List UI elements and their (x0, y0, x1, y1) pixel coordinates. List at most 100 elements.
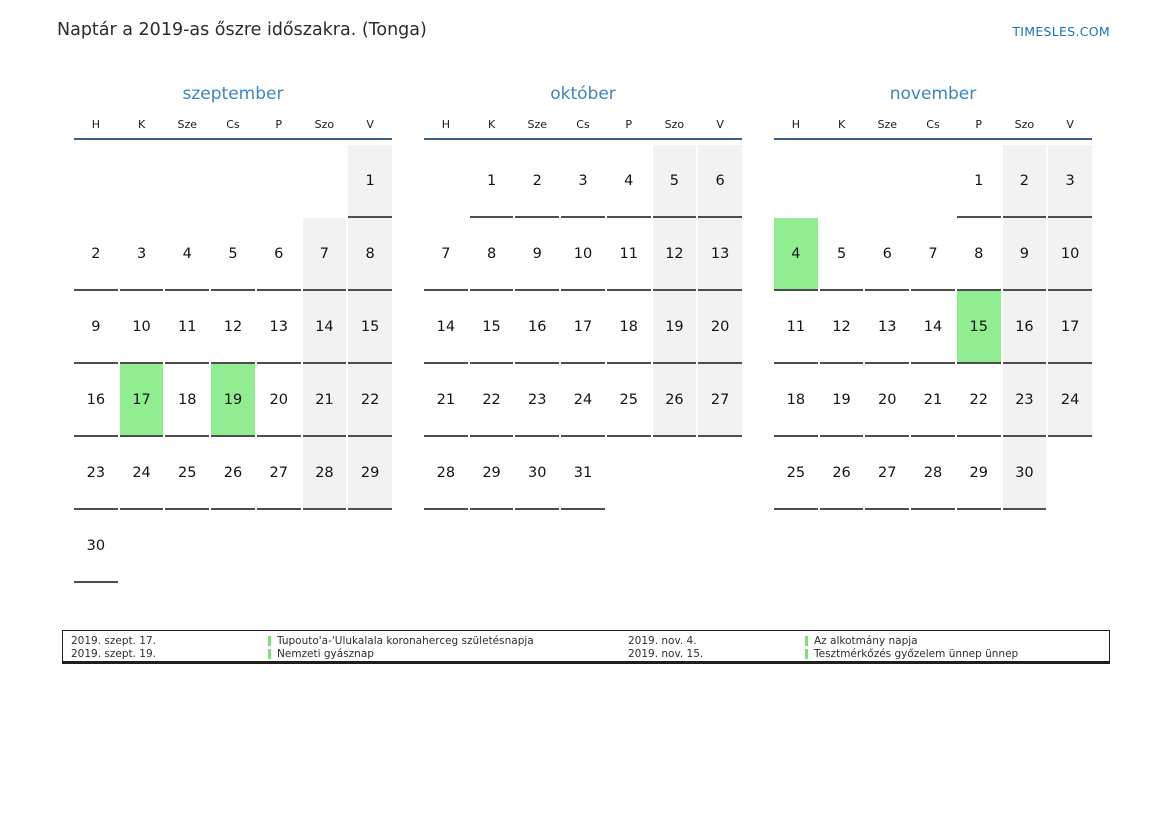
day-cell: 24 (1048, 364, 1092, 437)
day-cell: 2 (1002, 145, 1047, 218)
day-cell: 19 (652, 291, 697, 364)
day-cell: 6 (256, 218, 301, 291)
weekday-label: K (137, 118, 146, 131)
day-cell: 12 (819, 291, 864, 364)
day-cell: 22 (956, 364, 1001, 437)
weekday-label: V (1066, 118, 1074, 131)
day-cell-empty (257, 145, 301, 218)
day-cell: 29 (348, 437, 392, 510)
day-cell: 11 (165, 291, 210, 364)
day-cell: 29 (956, 437, 1001, 510)
day-cell: 9 (515, 218, 560, 291)
day-cell-empty (120, 145, 164, 218)
day-cell: 16 (74, 364, 118, 437)
day-cell: 6 (698, 145, 742, 218)
day-cell: 28 (911, 437, 955, 510)
month-title: szeptember (182, 84, 284, 104)
day-cell: 3 (1048, 145, 1092, 218)
holiday-marker-icon (805, 636, 808, 647)
day-cell: 5 (652, 145, 697, 218)
weekday-row: H K Sze Cs P Szo V (424, 118, 742, 131)
legend-label: Tupouto'a-'Ulukalala koronaherceg szület… (277, 635, 534, 647)
day-cell: 15 (469, 291, 514, 364)
day-cell: 30 (1002, 437, 1047, 510)
day-cell-empty (303, 145, 347, 218)
day-cell: 30 (74, 510, 118, 583)
weekday-label: P (625, 118, 633, 131)
month-október: október H K Sze Cs P Szo V 1 2 3 4 5 6 7 8 9 10 11 12 13 14 15… (424, 84, 742, 510)
day-cell: 20 (698, 291, 742, 364)
weekday-label: K (837, 118, 846, 131)
day-cell-empty (865, 145, 909, 218)
day-cell-empty (424, 145, 468, 218)
day-cell: 4 (774, 218, 818, 291)
day-cell: 29 (469, 437, 514, 510)
holiday-marker-icon (268, 636, 271, 647)
legend-date: 2019. nov. 4. (628, 635, 697, 647)
day-cell-empty (774, 145, 818, 218)
day-cell: 14 (911, 291, 955, 364)
page-title: Naptár a 2019-as őszre időszakra. (Tonga… (57, 20, 427, 40)
weekday-label: P (275, 118, 283, 131)
day-cell: 4 (606, 145, 651, 218)
day-cell: 7 (302, 218, 347, 291)
day-cell: 10 (1048, 218, 1092, 291)
day-cell: 9 (1002, 218, 1047, 291)
weekday-divider (424, 138, 742, 140)
weekday-label: Szo (1014, 118, 1035, 131)
legend-labels-column: Tupouto'a-'Ulukalala koronaherceg szület… (268, 635, 534, 660)
month-title: november (889, 84, 977, 104)
day-cell-empty (211, 145, 255, 218)
holiday-marker-icon (805, 648, 808, 659)
day-cell: 13 (865, 291, 910, 364)
day-cell-empty (820, 145, 864, 218)
legend-label: Tesztmérkőzés győzelem ünnep ünnep (814, 647, 1019, 660)
day-cell: 1 (348, 145, 392, 218)
day-cell: 1 (469, 145, 514, 218)
day-cell: 5 (211, 218, 255, 291)
day-cell: 14 (302, 291, 347, 364)
day-cell: 12 (211, 291, 255, 364)
day-cell: 3 (119, 218, 164, 291)
day-cell: 27 (256, 437, 301, 510)
weekday-label: V (716, 118, 724, 131)
day-cell: 2 (515, 145, 560, 218)
legend-date: 2019. szept. 19. (71, 647, 156, 660)
day-cell: 15 (348, 291, 392, 364)
weekday-row: H K Sze Cs P Szo V (774, 118, 1092, 131)
weekday-label: P (975, 118, 983, 131)
weekday-label: Cs (226, 118, 240, 131)
legend-label: Az alkotmány napja (814, 635, 918, 647)
day-cell: 11 (774, 291, 818, 364)
day-cell: 1 (956, 145, 1001, 218)
day-cell: 13 (698, 218, 742, 291)
day-cell: 17 (119, 364, 164, 437)
legend-labels-column: Az alkotmány napja Tesztmérkőzés győzelem… (805, 635, 1018, 660)
site-link[interactable]: TIMESLES.COM (1012, 24, 1110, 39)
day-cell: 24 (119, 437, 164, 510)
day-cell: 5 (819, 218, 864, 291)
month-grid: 1 2 3 4 5 6 7 8 9 10 11 12 13 14 15 16 17 18 19 20 21 22 23 24 2… (424, 145, 742, 510)
holiday-marker-icon (268, 648, 271, 659)
day-cell: 25 (774, 437, 818, 510)
day-cell: 17 (1048, 291, 1092, 364)
day-cell: 20 (256, 364, 301, 437)
day-cell: 9 (74, 291, 118, 364)
weekday-label: K (487, 118, 496, 131)
day-cell: 8 (469, 218, 514, 291)
day-cell: 21 (911, 364, 955, 437)
month-november: november H K Sze Cs P Szo V 1 2 3 4 5 6 7 8 9 10 11 12 13 14 1… (774, 84, 1092, 510)
weekday-label: V (366, 118, 374, 131)
weekday-label: Sze (527, 118, 548, 131)
day-cell: 8 (956, 218, 1001, 291)
weekday-label: Sze (177, 118, 198, 131)
day-cell: 19 (211, 364, 255, 437)
day-cell: 3 (561, 145, 605, 218)
day-cell: 2 (74, 218, 118, 291)
day-cell: 18 (165, 364, 210, 437)
day-cell: 26 (652, 364, 697, 437)
day-cell-empty (165, 145, 209, 218)
day-cell: 21 (302, 364, 347, 437)
legend-date: 2019. szept. 17. (71, 635, 156, 647)
